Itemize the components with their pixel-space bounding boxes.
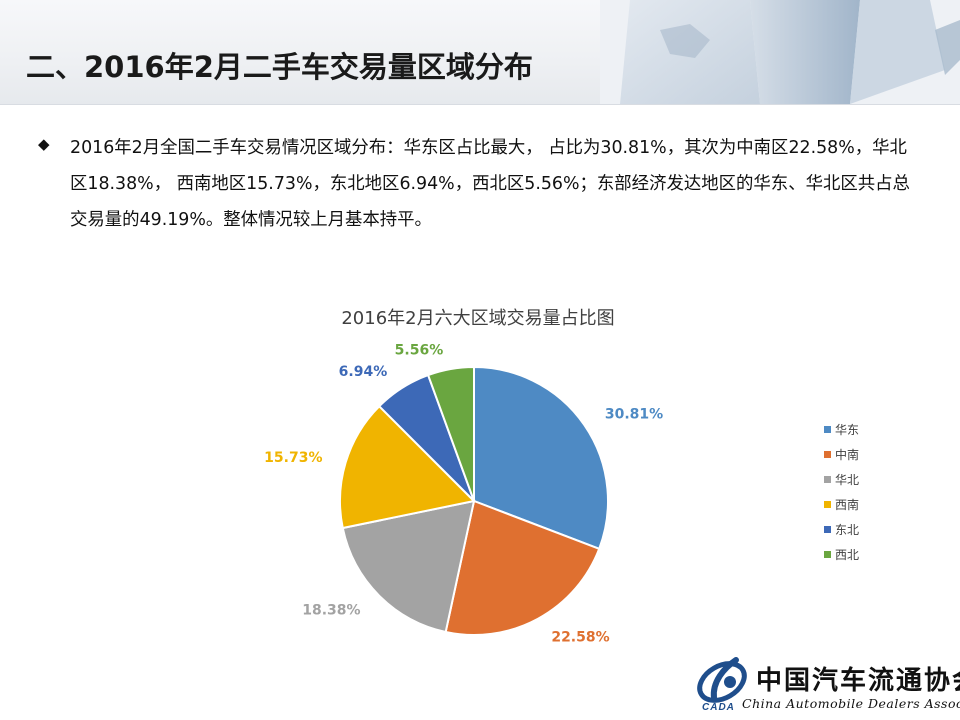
association-name-cn: 中国汽车流通协会	[756, 666, 960, 696]
legend-swatch-华东	[824, 426, 831, 433]
pie-slice-西北	[426, 365, 475, 502]
legend-swatch-东北	[824, 526, 831, 533]
cada-emblem-icon	[697, 657, 747, 703]
legend-swatch-中南	[824, 451, 831, 458]
summary-text: 2016年2月全国二手车交易情况区域分布：华东区占比最大， 占比为30.81%，…	[70, 138, 910, 230]
data-label-华北: 18.38%	[302, 602, 360, 618]
legend-label-华东: 华东	[835, 423, 859, 437]
pie-slice-华东	[473, 365, 609, 551]
cada-logo: CADA 中国汽车流通协会 China Automobile Dealers A…	[690, 652, 960, 720]
pie-slices	[339, 365, 609, 636]
pie-slice-西南	[339, 404, 477, 530]
pie-slice-华北	[341, 499, 476, 634]
legend-swatch-华北	[824, 476, 831, 483]
diamond-bullet-icon: ◆	[38, 135, 50, 153]
legend-label-西南: 西南	[835, 497, 859, 512]
cada-abbr: CADA	[702, 702, 735, 713]
legend-swatch-西北	[824, 551, 831, 558]
association-name-en: China Automobile Dealers Association	[742, 696, 960, 711]
data-label-华东: 30.81%	[605, 407, 663, 423]
legend-label-西北: 西北	[835, 548, 859, 562]
chart-title: 2016年2月六大区域交易量占比图	[341, 308, 614, 329]
data-label-西北: 5.56%	[395, 342, 444, 358]
data-label-东北: 6.94%	[339, 364, 388, 380]
page-title: 二、2016年2月二手车交易量区域分布	[26, 50, 533, 84]
legend-label-华北: 华北	[835, 473, 859, 487]
pie-slice-中南	[444, 499, 601, 636]
header-decoration	[600, 0, 960, 104]
legend-swatch-西南	[824, 501, 831, 508]
data-label-西南: 15.73%	[264, 450, 322, 466]
data-label-中南: 22.58%	[551, 629, 609, 645]
pie-data-labels: 30.81% 22.58% 18.38% 15.73% 6.94% 5.56%	[264, 342, 663, 645]
pie-chart: 2016年2月六大区域交易量占比图 30.81% 22.58% 18.38% 15.7…	[264, 308, 859, 645]
slide-header: 二、2016年2月二手车交易量区域分布	[0, 0, 960, 105]
legend-label-东北: 东北	[835, 523, 859, 537]
legend-label-中南: 中南	[835, 447, 859, 462]
